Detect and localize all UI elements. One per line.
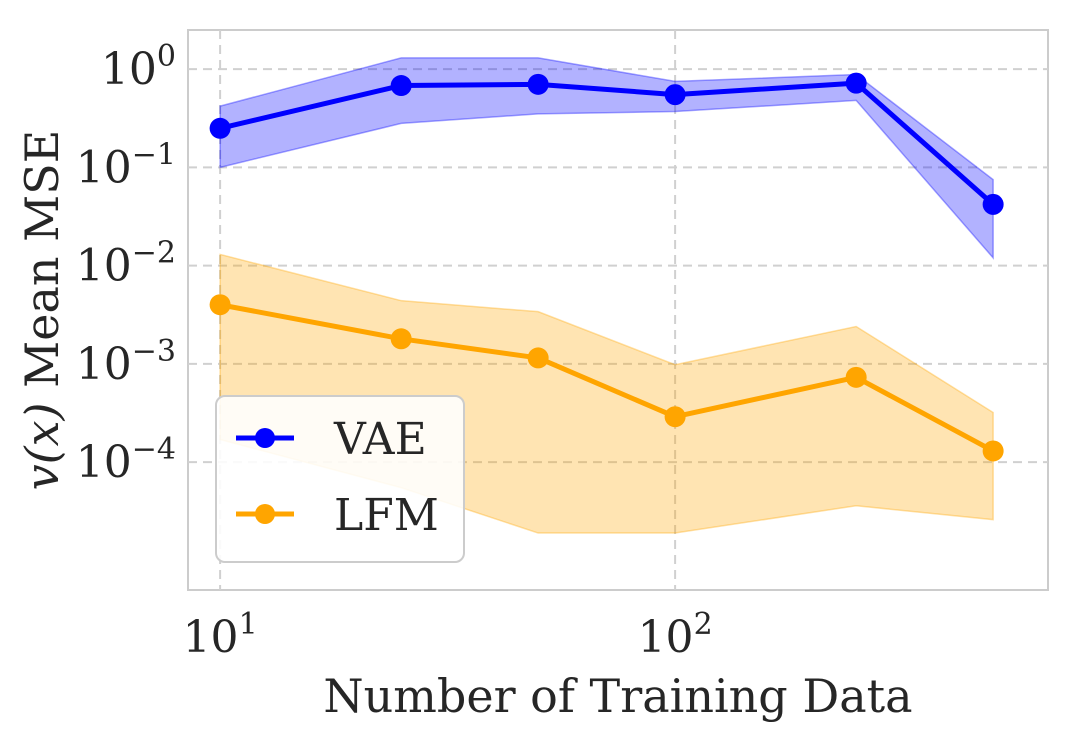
- legend: VAE LFM: [215, 395, 465, 563]
- lfm-series-line: [219, 302, 995, 454]
- vae-data-point: [209, 117, 231, 139]
- y-tick-labels: 100 10−1 10−2 10−3 10−4: [76, 39, 176, 488]
- legend-vae-label: VAE: [333, 414, 427, 465]
- y-axis-label: v(x) Mean MSE: [15, 130, 69, 491]
- lfm-data-point: [664, 406, 686, 428]
- y-axis-label-var: v(x): [15, 402, 69, 490]
- series-lines: [219, 80, 995, 454]
- y-tick-label: 10−3: [76, 334, 176, 390]
- y-tick-label: 100: [101, 39, 176, 95]
- x-tick-label: 102: [638, 607, 713, 663]
- legend-lfm-label: LFM: [334, 490, 439, 541]
- vae-data-point: [527, 73, 549, 95]
- lfm-data-point: [982, 440, 1004, 462]
- y-tick-label: 10−1: [76, 137, 176, 193]
- y-axis-label-rest: Mean MSE: [15, 130, 69, 403]
- vae-data-point: [664, 84, 686, 106]
- series-points: [209, 72, 1004, 462]
- legend-vae-marker: [255, 428, 275, 448]
- lfm-data-point: [209, 294, 231, 316]
- vae-data-point: [390, 75, 412, 97]
- y-tick-label: 10−4: [76, 432, 176, 488]
- x-axis-label: Number of Training Data: [323, 669, 912, 723]
- lfm-data-point: [390, 328, 412, 350]
- vae-data-point: [982, 193, 1004, 215]
- vae-error-band: [219, 57, 994, 260]
- x-tick-label: 101: [183, 607, 258, 663]
- lfm-data-point: [527, 347, 549, 369]
- vae-data-point: [845, 72, 867, 94]
- x-tick-labels: 101 102: [183, 607, 713, 663]
- vae-series-line: [219, 80, 995, 207]
- legend-lfm-marker: [255, 504, 275, 524]
- lfm-data-point: [845, 366, 867, 388]
- y-tick-label: 10−2: [76, 236, 176, 292]
